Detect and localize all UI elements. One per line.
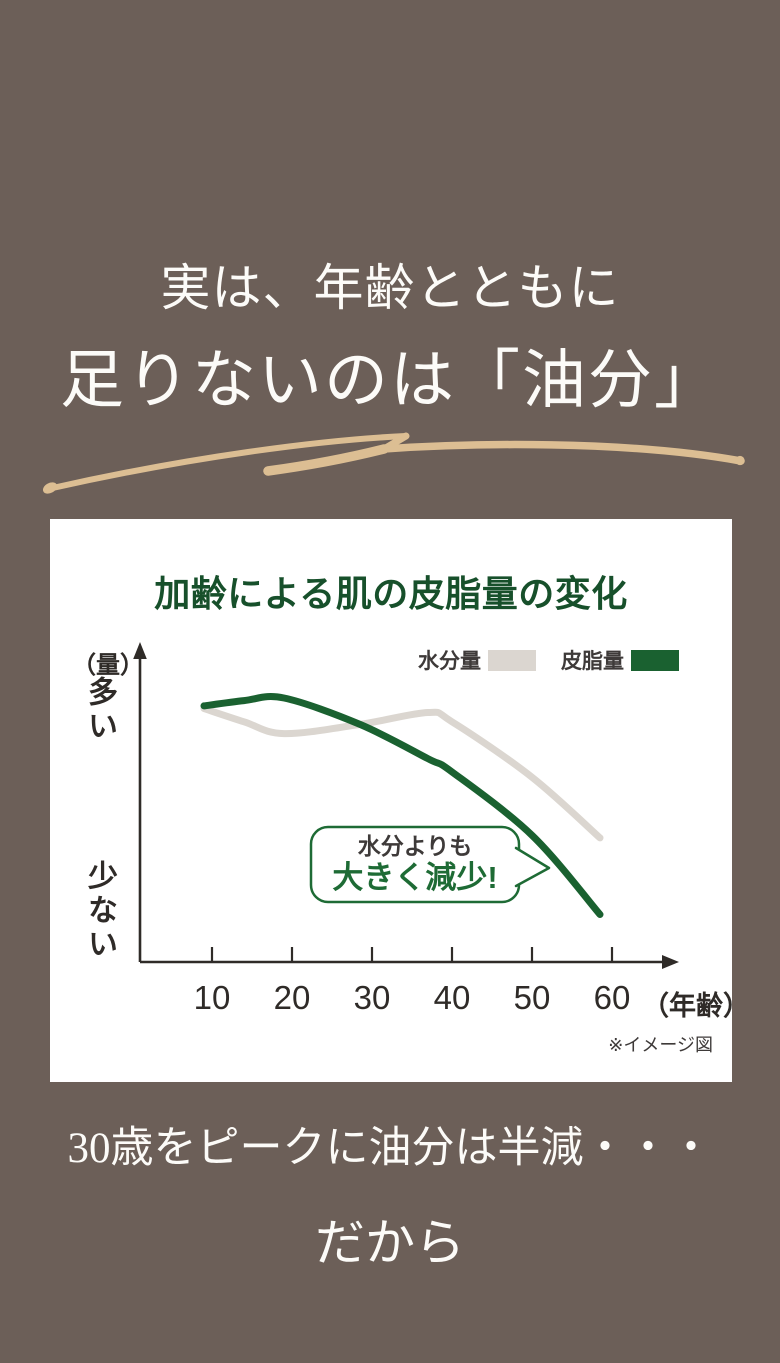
bubble-line2: 大きく減少! bbox=[332, 859, 498, 895]
y-axis-unit-label: （量） bbox=[72, 652, 144, 679]
x-tick-label: 60 bbox=[593, 979, 631, 1016]
moisture-swatch bbox=[488, 649, 536, 671]
image-disclaimer-note: ※イメージ図 bbox=[608, 1035, 713, 1055]
headline-line2: 足りないのは「油分」 bbox=[60, 345, 720, 416]
chart-legend: 水分量 皮脂量 bbox=[418, 645, 679, 675]
legend-label-sebum: 皮脂量 bbox=[561, 650, 624, 673]
x-tick-label: 10 bbox=[193, 979, 231, 1016]
y-axis-bottom-label: 少ない bbox=[83, 860, 116, 962]
legend-item-sebum: 皮脂量 bbox=[561, 645, 679, 675]
x-axis-arrow bbox=[662, 955, 679, 969]
y-axis-top-label: 多い bbox=[83, 676, 116, 744]
y-axis-arrow bbox=[133, 642, 147, 659]
legend-label-moisture: 水分量 bbox=[418, 650, 481, 673]
callout-bubble bbox=[309, 825, 551, 904]
sebum-line bbox=[200, 693, 604, 918]
x-tick-label: 20 bbox=[273, 979, 311, 1016]
chart-card: 加齢による肌の皮脂量の変化 水分量 皮脂量 bbox=[50, 519, 750, 1082]
callout-bubble-text: 水分よりも 大きく減少! bbox=[311, 827, 519, 902]
x-tick-label: 50 bbox=[513, 979, 551, 1016]
line-chart bbox=[133, 642, 679, 969]
headline-line1: 実は、年齢とともに bbox=[160, 260, 620, 316]
x-axis-ticks bbox=[210, 947, 614, 962]
brush-tip bbox=[735, 455, 745, 466]
x-tick-label: 30 bbox=[353, 979, 391, 1016]
sebum-swatch bbox=[631, 649, 679, 671]
legend-item-moisture: 水分量 bbox=[418, 645, 536, 675]
brush-blob bbox=[42, 482, 58, 494]
x-axis-unit-label: （年齢） bbox=[642, 991, 750, 1021]
bubble-line1: 水分よりも bbox=[357, 833, 473, 860]
brush-underline bbox=[42, 432, 745, 494]
chart-title: 加齢による肌の皮脂量の変化 bbox=[154, 573, 628, 614]
conclusion-line1: 30歳をピークに油分は半減・・・ bbox=[67, 1125, 713, 1172]
moisture-line bbox=[200, 705, 604, 842]
x-tick-label: 40 bbox=[433, 979, 471, 1016]
conclusion-line2: だから bbox=[315, 1215, 465, 1271]
